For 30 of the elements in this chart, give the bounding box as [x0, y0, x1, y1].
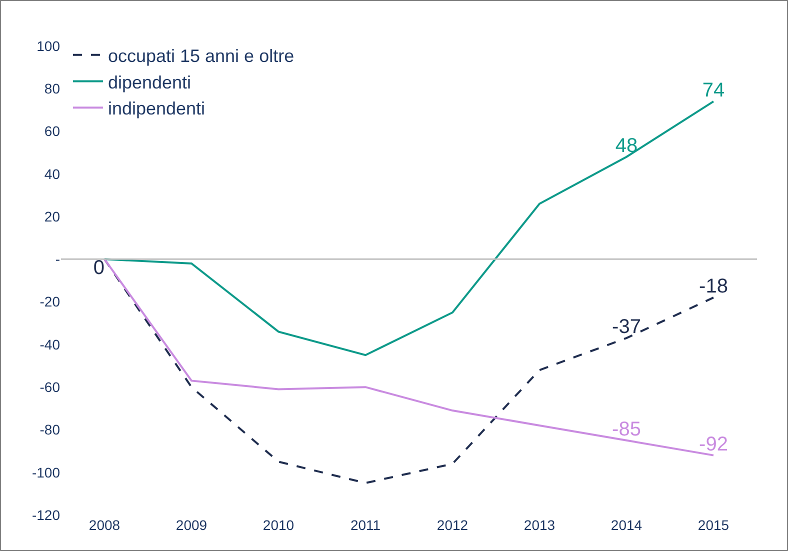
x-tick-label: 2010 [262, 517, 294, 533]
y-tick-label: 100 [36, 38, 60, 54]
x-tick-label: 2013 [524, 517, 556, 533]
data-label: -85 [612, 418, 641, 440]
y-tick-label: 80 [44, 80, 60, 97]
y-tick-label: -100 [32, 464, 60, 480]
y-tick-label: 20 [44, 208, 60, 224]
y-tick-label: -40 [40, 336, 60, 352]
y-tick-label: -20 [40, 294, 60, 310]
legend-label: indipendenti [108, 98, 206, 119]
y-tick-label: -60 [40, 378, 60, 395]
data-label: -37 [612, 316, 641, 338]
x-tick-label: 2008 [88, 517, 120, 533]
y-tick-label: -80 [40, 422, 60, 438]
x-tick-label: 2011 [350, 517, 381, 533]
data-label: -18 [699, 276, 728, 298]
x-tick-label: 2009 [176, 517, 208, 533]
x-tick-label: 2012 [436, 517, 468, 533]
data-label: -92 [699, 433, 728, 456]
legend-label: dipendenti [108, 72, 192, 92]
data-label: 48 [615, 134, 638, 157]
data-label: 74 [702, 79, 725, 102]
y-tick-label: - [55, 251, 60, 268]
x-tick-label: 2014 [610, 517, 642, 533]
y-tick-label: 40 [44, 166, 60, 182]
data-label: 0 [93, 257, 104, 280]
x-tick-label: 2015 [698, 517, 730, 533]
y-tick-label: -120 [32, 506, 60, 523]
y-tick-label: 60 [44, 123, 60, 140]
legend-label: occupati 15 anni e oltre [108, 46, 294, 66]
